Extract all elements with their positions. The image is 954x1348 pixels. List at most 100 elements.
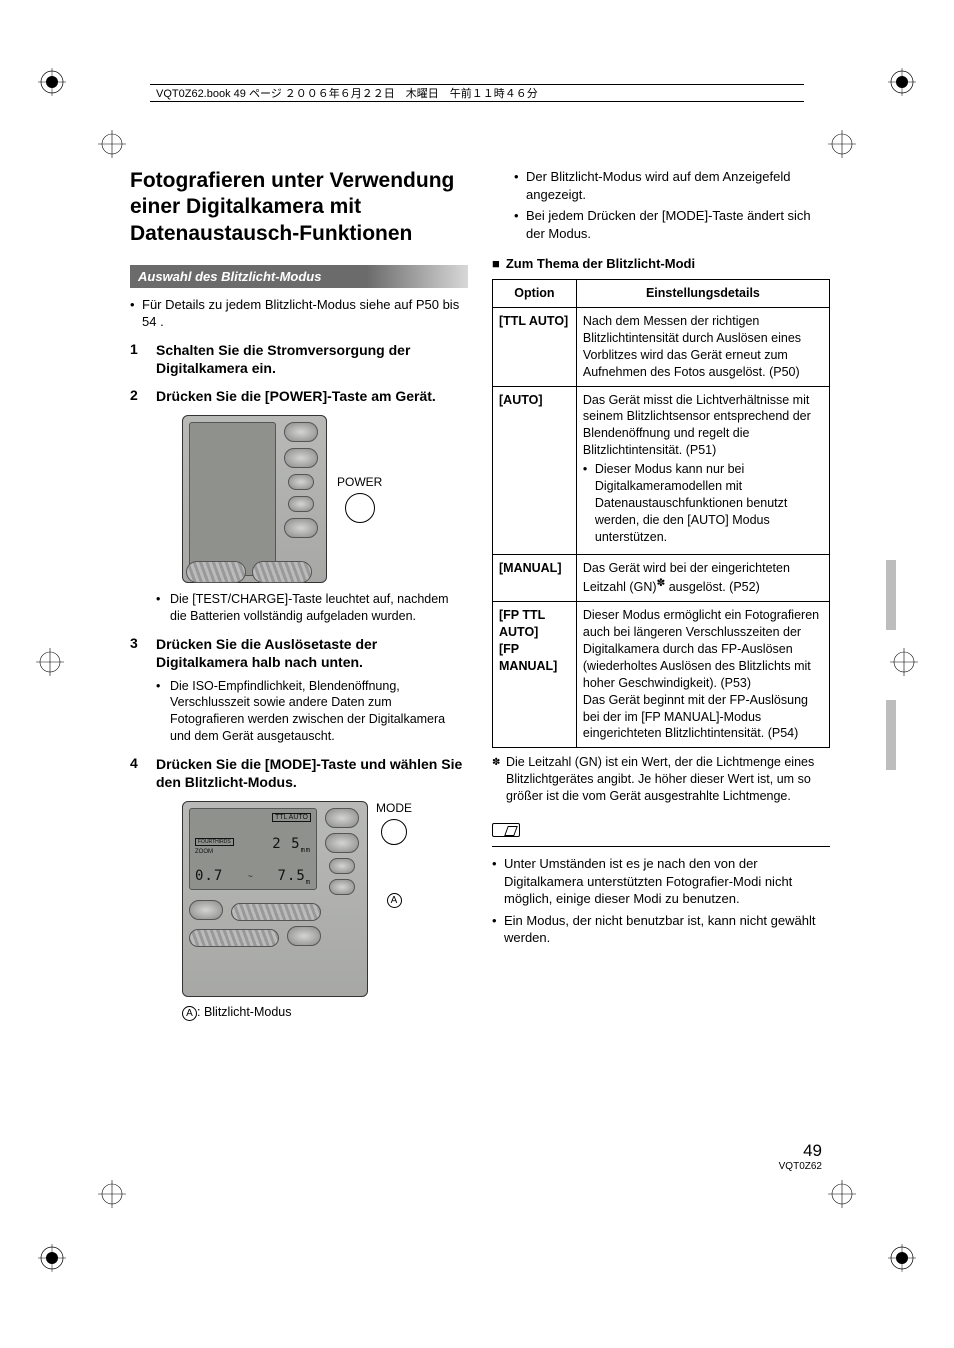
note-icon [492, 823, 520, 837]
lcd-mm: mm [301, 846, 311, 854]
content-area: Fotografieren unter Verwendung einer Dig… [130, 168, 830, 1021]
right-column: Der Blitzlicht-Modus wird auf dem Anzeig… [492, 168, 830, 1021]
crossmark-icon [890, 648, 918, 676]
thumb-tab [886, 560, 896, 630]
lcd-ft: FOURTHIRDS [195, 838, 234, 846]
table-row: [FP TTL AUTO] [FP MANUAL] Dieser Modus e… [493, 602, 830, 748]
cell-option: [TTL AUTO] [493, 308, 577, 387]
page-root: VQT0Z62.book 49 ページ ２００６年６月２２日 木曜日 午前１１時… [0, 0, 954, 1348]
button-icon [284, 422, 318, 442]
footnote: Die Leitzahl (GN) ist ein Wert, der die … [492, 754, 830, 805]
th-detail: Einstellungsdetails [576, 280, 829, 308]
button-icon [284, 448, 318, 468]
power-circle-icon [345, 493, 375, 523]
crossmark-icon [98, 1180, 126, 1208]
button-icon [325, 808, 359, 828]
step-3-note: Die ISO-Empfindlichkeit, Blendenöffnung,… [156, 678, 468, 746]
lcd-far: 7.5 [277, 868, 305, 884]
intro-list: Für Details zu jedem Blitzlicht-Modus si… [130, 296, 468, 331]
table-row: [MANUAL] Das Gerät wird bei der eingeric… [493, 555, 830, 602]
table-heading: Zum Thema der Blitzlicht-Modi [492, 256, 830, 271]
lcd-d1: 2 [272, 836, 281, 852]
cell-detail: Dieser Modus ermöglicht ein Fotografiere… [576, 602, 829, 748]
grip-icon [189, 929, 279, 947]
print-header: VQT0Z62.book 49 ページ ２００６年６月２２日 木曜日 午前１１時… [150, 84, 804, 102]
mode-note: Bei jedem Drücken der [MODE]-Taste änder… [514, 207, 830, 242]
regmark-icon [38, 1244, 66, 1272]
button-icon [329, 858, 355, 874]
step-2: Drücken Sie die [POWER]-Taste am Gerät. [130, 387, 468, 625]
cell-detail: Das Gerät misst die Lichtverhältnisse mi… [576, 386, 829, 555]
grip-icon [252, 561, 312, 583]
section-heading: Auswahl des Blitzlicht-Modus [130, 265, 468, 288]
steps-list: Schalten Sie die Stromversorgung der Dig… [130, 341, 468, 1022]
crossmark-icon [98, 130, 126, 158]
figure-2: TTL AUTO FOURTHIRDS ZOOM [182, 801, 468, 997]
page-number: 49 [803, 1141, 822, 1160]
step-3: Drücken Sie die Auslösetaste der Digital… [130, 635, 468, 745]
table-row: [AUTO] Das Gerät misst die Lichtverhältn… [493, 386, 830, 555]
button-icon [287, 926, 321, 946]
crossmark-icon [828, 1180, 856, 1208]
regmark-icon [38, 68, 66, 96]
lcd-m: m [306, 877, 311, 885]
grip-icon [186, 561, 246, 583]
step-4: Drücken Sie die [MODE]-Taste und wählen … [130, 755, 468, 1021]
table-row: [TTL AUTO] Nach dem Messen der richtigen… [493, 308, 830, 387]
button-icon [325, 833, 359, 853]
cell-detail: Nach dem Messen der richtigen Blitzlicht… [576, 308, 829, 387]
lcd-d2: 5 [291, 836, 300, 852]
modes-table: Option Einstellungsdetails [TTL AUTO] Na… [492, 279, 830, 748]
header-runner: VQT0Z62.book 49 ページ ２００６年６月２２日 木曜日 午前１１時… [150, 85, 538, 101]
lcd-tilde: ~ [248, 872, 253, 881]
button-icon [288, 474, 314, 490]
lcd-icon [189, 422, 276, 576]
crossmark-icon [828, 130, 856, 158]
power-label: POWER [337, 475, 382, 523]
cell-detail: Das Gerät wird bei der eingerichteten Le… [576, 555, 829, 602]
cell-option: [MANUAL] [493, 555, 577, 602]
mode-circle-icon [381, 819, 407, 845]
cell-detail-sub: Dieser Modus kann nur bei Digitalkameram… [583, 461, 823, 545]
mode-notes: Der Blitzlicht-Modus wird auf dem Anzeig… [492, 168, 830, 242]
cell-option: [AUTO] [493, 386, 577, 555]
regmark-icon [888, 68, 916, 96]
a-marker-icon: A [182, 1006, 197, 1021]
button-icon [284, 518, 318, 538]
mode-note: Der Blitzlicht-Modus wird auf dem Anzeig… [514, 168, 830, 203]
mode-text: MODE [376, 801, 412, 815]
step-head: Schalten Sie die Stromversorgung der Dig… [156, 341, 468, 377]
figure-1: POWER [182, 415, 468, 583]
intro-note: Für Details zu jedem Blitzlicht-Modus si… [130, 296, 468, 331]
page-footer: 49 VQT0Z62 [779, 1141, 822, 1172]
lcd-display: TTL AUTO FOURTHIRDS ZOOM [189, 808, 317, 890]
lcd-near: 0.7 [195, 868, 223, 884]
figure-2-caption: A: Blitzlicht-Modus [182, 1005, 468, 1021]
step-head: Drücken Sie die Auslösetaste der Digital… [156, 635, 468, 671]
a-marker-icon: A [387, 893, 402, 908]
bottom-notes: Unter Umständen ist es je nach den von d… [492, 855, 830, 947]
grip-icon [231, 903, 321, 921]
power-text: POWER [337, 475, 382, 489]
regmark-icon [888, 1244, 916, 1272]
left-column: Fotografieren unter Verwendung einer Dig… [130, 168, 468, 1021]
button-icon [189, 900, 223, 920]
bottom-note: Unter Umständen ist es je nach den von d… [492, 855, 830, 908]
bottom-note: Ein Modus, der nicht benutzbar ist, kann… [492, 912, 830, 947]
step-2-note: Die [TEST/CHARGE]-Taste leuchtet auf, na… [156, 591, 468, 625]
caption-text: : Blitzlicht-Modus [197, 1005, 291, 1019]
th-option: Option [493, 280, 577, 308]
page-title: Fotografieren unter Verwendung einer Dig… [130, 168, 468, 247]
lcd-mode: TTL AUTO [272, 813, 311, 822]
thumb-tab [886, 700, 896, 770]
lcd-zoom: ZOOM [195, 849, 213, 855]
device-illustration: TTL AUTO FOURTHIRDS ZOOM [182, 801, 368, 997]
step-head: Drücken Sie die [MODE]-Taste und wählen … [156, 755, 468, 791]
doc-id: VQT0Z62 [779, 1161, 822, 1172]
step-1: Schalten Sie die Stromversorgung der Dig… [130, 341, 468, 377]
cell-detail-main: Das Gerät misst die Lichtverhältnisse mi… [583, 393, 811, 458]
button-icon [288, 496, 314, 512]
divider [492, 846, 830, 847]
button-icon [329, 879, 355, 895]
step-2-notes: Die [TEST/CHARGE]-Taste leuchtet auf, na… [156, 591, 468, 625]
